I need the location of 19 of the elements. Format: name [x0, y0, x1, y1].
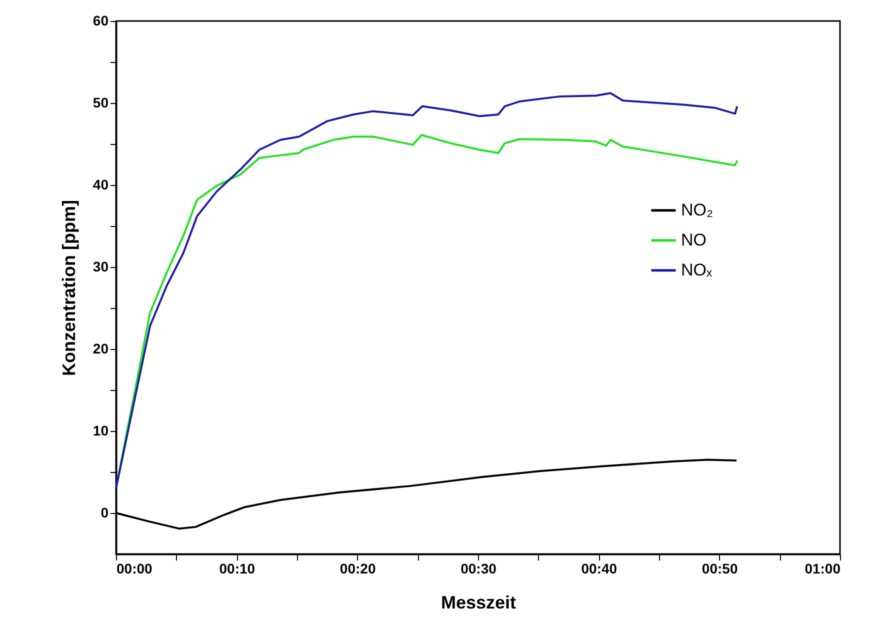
x-tick-label: 00:20	[340, 560, 376, 576]
y-tick-label: 60	[92, 12, 109, 28]
y-tick-label: 40	[92, 176, 109, 192]
legend-label: NOₓ	[681, 260, 712, 280]
y-axis-title: Konzentration [ppm]	[58, 200, 79, 376]
x-tick-label: 00:40	[581, 560, 618, 576]
y-tick-label: 20	[92, 340, 109, 356]
y-tick-label: 30	[92, 258, 109, 274]
legend-label: NO₂	[681, 200, 714, 220]
x-tick-label: 00:10	[219, 560, 256, 576]
x-tick-label: 01:00	[804, 560, 841, 576]
legend-label: NO	[681, 230, 706, 250]
x-axis-title: Messzeit	[440, 592, 516, 612]
x-tick-label: 00:50	[702, 560, 738, 576]
y-tick-label: 50	[92, 94, 109, 110]
x-tick-label: 00:00	[116, 560, 153, 576]
x-tick-label: 00:30	[460, 560, 497, 576]
y-tick-label: 10	[92, 422, 109, 438]
y-tick-label: 0	[100, 504, 109, 520]
